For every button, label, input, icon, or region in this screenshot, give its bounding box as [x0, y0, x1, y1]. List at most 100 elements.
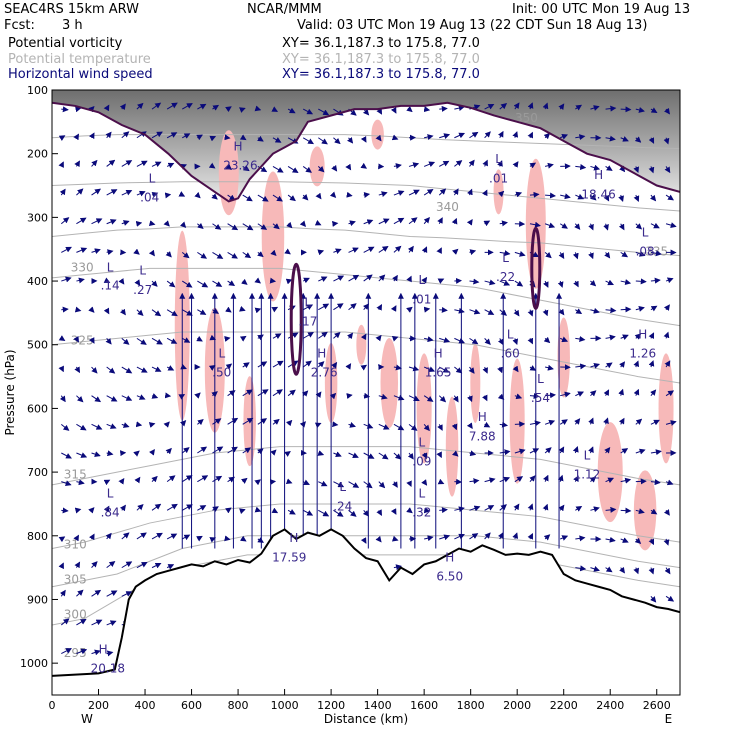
wind-arrow-256 — [272, 360, 284, 368]
wind-arrow-69 — [106, 366, 116, 374]
isentrope-label-9: 295 — [64, 646, 87, 660]
wind-arrow-461 — [468, 366, 475, 374]
wind-arrow-30 — [76, 395, 84, 403]
wind-arrow-250 — [272, 194, 283, 202]
wind-arrow-400 — [406, 480, 412, 488]
wind-arrow-459 — [469, 308, 481, 315]
wind-arrow-235 — [257, 223, 268, 230]
wind-arrow-471 — [482, 189, 488, 197]
wind-arrow-166 — [182, 534, 191, 541]
wind-arrow-173 — [197, 280, 209, 288]
wind-arrow-319 — [332, 421, 339, 428]
wind-arrow-523 — [527, 309, 534, 317]
wind-arrow-131 — [151, 503, 162, 511]
wind-arrow-368 — [376, 509, 382, 516]
wind-arrow-478 — [482, 394, 488, 402]
wind-arrow-7 — [61, 306, 69, 313]
wind-arrow-422 — [439, 160, 450, 167]
wind-arrow-68 — [105, 338, 112, 345]
wind-arrow-54 — [88, 507, 95, 514]
wind-arrow-518 — [529, 162, 537, 169]
wind-arrow-74 — [103, 505, 110, 513]
wind-arrow-100 — [136, 102, 144, 110]
wind-arrow-484 — [499, 102, 508, 110]
wind-arrow-548 — [558, 103, 565, 111]
wind-arrow-110 — [136, 394, 146, 400]
pv-shade-patch-14 — [525, 158, 546, 289]
pv-shade-patch-2 — [309, 146, 325, 187]
wind-arrow-82 — [121, 160, 133, 167]
wind-arrow-60 — [103, 104, 110, 112]
extrema-label-25: .09 — [412, 455, 431, 469]
wind-arrow-40 — [88, 106, 95, 113]
wind-arrow-157 — [181, 280, 193, 288]
wind-arrow-601 — [603, 194, 610, 202]
wind-arrow-305 — [317, 450, 325, 456]
wind-arrow-455 — [467, 188, 473, 196]
wind-arrow-354 — [376, 108, 383, 115]
y-tick-label-9: 1000 — [20, 657, 48, 670]
extrema-label-10: L — [218, 346, 225, 360]
extrema-label-48: H — [445, 550, 454, 564]
wind-arrow-51 — [91, 423, 103, 430]
wind-arrow-27 — [74, 306, 82, 313]
extrema-label-24: L — [418, 436, 425, 450]
wind-arrow-438 — [454, 160, 463, 167]
extrema-label-22: L — [418, 487, 425, 501]
x-tick-label-10: 2000 — [503, 699, 531, 712]
wind-arrow-336 — [348, 481, 360, 488]
wind-arrow-89 — [121, 366, 133, 374]
wind-arrow-415 — [421, 452, 428, 460]
wind-arrow-369 — [375, 535, 382, 543]
east-label: E — [665, 712, 673, 726]
pv-shade-patch-8 — [380, 337, 399, 428]
wind-arrow-231 — [254, 105, 262, 112]
wind-arrow-567 — [575, 193, 585, 200]
wind-arrow-307 — [318, 509, 330, 517]
wind-arrow-115 — [136, 532, 147, 540]
wind-arrow-611 — [605, 477, 615, 484]
y-tick-label-5: 600 — [27, 402, 48, 415]
wind-arrow-342 — [363, 219, 374, 225]
wind-arrow-477 — [482, 366, 488, 374]
isentrope-label-4: 325 — [71, 334, 94, 348]
wind-arrow-151 — [182, 103, 193, 110]
wind-arrow-333 — [346, 393, 353, 399]
wind-arrow-448 — [452, 450, 459, 457]
wind-arrow-411 — [424, 336, 434, 343]
wind-arrow-6 — [61, 276, 72, 283]
wind-arrow-215 — [239, 107, 246, 113]
wind-arrow-531 — [527, 533, 533, 540]
wind-arrow-301 — [318, 331, 328, 339]
wind-arrow-23 — [76, 188, 84, 196]
wind-arrow-359 — [378, 246, 389, 253]
wind-arrow-66 — [103, 277, 111, 283]
x-tick-label-3: 600 — [181, 699, 202, 712]
wind-arrow-223 — [239, 335, 247, 342]
wind-arrow-542 — [545, 392, 557, 399]
wind-arrow-227 — [242, 447, 252, 454]
wind-arrow-683 — [664, 567, 671, 575]
wind-arrow-167 — [197, 103, 207, 110]
wind-arrow-547 — [543, 534, 551, 541]
wind-arrow-281 — [302, 194, 309, 201]
wind-arrow-45 — [91, 248, 101, 255]
wind-arrow-353 — [360, 537, 367, 544]
wind-arrow-536 — [544, 222, 556, 229]
wind-arrow-677 — [665, 390, 675, 397]
extrema-label-27: 7.88 — [469, 429, 496, 443]
wind-arrow-230 — [239, 535, 247, 542]
wind-arrow-158 — [182, 309, 193, 316]
wind-arrow-101 — [136, 131, 147, 139]
forecast-label: Fcst: — [4, 18, 35, 33]
wind-arrow-9 — [58, 365, 64, 373]
wind-arrow-605 — [605, 307, 617, 314]
wind-arrow-107 — [136, 309, 144, 316]
wind-arrow-408 — [421, 246, 428, 254]
wind-arrow-280 — [302, 166, 312, 173]
field-wind-name: Horizontal wind speed — [8, 67, 153, 82]
wind-arrow-568 — [574, 223, 581, 230]
wind-arrow-195 — [212, 446, 224, 454]
wind-arrow-112 — [133, 450, 140, 457]
wind-arrow-367 — [378, 481, 386, 489]
